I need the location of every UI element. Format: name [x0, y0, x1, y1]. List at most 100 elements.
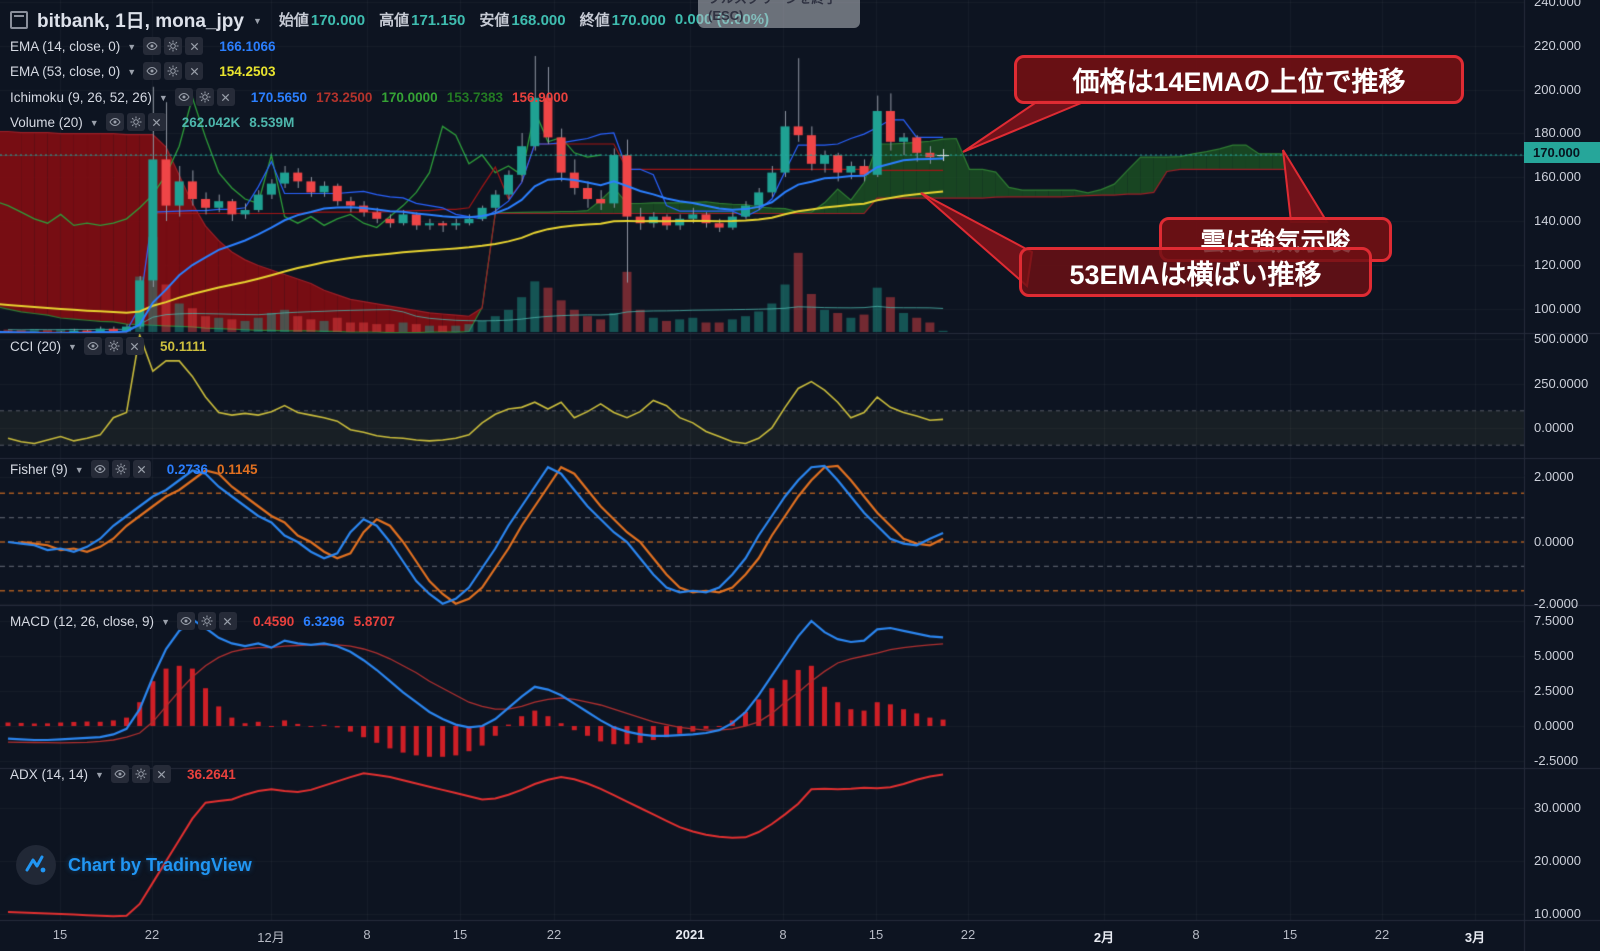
ohlc-item: 終値 170.000: [579, 12, 666, 29]
indicator-value: 0.1145: [216, 461, 258, 477]
legend-ema14-label[interactable]: EMA (14, close, 0): [10, 38, 121, 54]
settings-button[interactable]: [111, 460, 130, 478]
tradingview-logo-icon[interactable]: [16, 845, 56, 885]
adx-tick: 10.0000: [1534, 906, 1581, 921]
legend-buttons: [83, 337, 144, 355]
eye-button[interactable]: [83, 337, 102, 355]
chevron-down-icon[interactable]: ▼: [127, 42, 137, 52]
time-tick: 15: [52, 927, 68, 942]
legend-macd-label[interactable]: MACD (12, 26, close, 9): [10, 613, 155, 629]
chevron-down-icon[interactable]: ▼: [68, 342, 77, 352]
indicator-value: 8.539M: [249, 114, 295, 130]
chevron-down-icon[interactable]: ▼: [127, 67, 137, 77]
legend-macd: MACD (12, 26, close, 9) ▼ 0.4590 6.3296 5.…: [10, 612, 395, 630]
adx-tick: 30.0000: [1534, 800, 1581, 815]
close-button[interactable]: [125, 337, 144, 355]
time-axis[interactable]: 15 22 12月 8 15 22 2021 8 15 22 2月 8 15 22 3月: [0, 921, 1524, 951]
legend-ema14: EMA (14, close, 0) ▼ 166.1066: [10, 37, 276, 55]
cci-tick: 250.0000: [1534, 376, 1589, 391]
ohlc-item: 高値 171.150: [379, 12, 466, 29]
time-tick: 2月: [1093, 930, 1115, 945]
collapse-panel-icon[interactable]: [10, 10, 28, 29]
legend-adx: ADX (14, 14) ▼ 36.2641: [10, 765, 236, 783]
eye-button[interactable]: [90, 460, 109, 478]
chevron-down-icon[interactable]: ▼: [158, 93, 168, 103]
symbol-title[interactable]: bitbank, 1日, mona_jpy: [37, 11, 244, 32]
legend-adx-label[interactable]: ADX (14, 14): [10, 766, 89, 782]
legend-values: 154.2503: [210, 64, 275, 79]
legend-values: 262.042K 8.539M: [173, 115, 295, 130]
time-tick: 2021: [675, 927, 705, 942]
legend-ema53-label[interactable]: EMA (53, close, 0): [10, 63, 121, 79]
settings-button[interactable]: [104, 337, 123, 355]
legend-cci-label[interactable]: CCI (20): [10, 338, 62, 354]
settings-button[interactable]: [197, 612, 216, 630]
symbol-header: bitbank, 1日, mona_jpy ▼ 始値 170.000 高値 171.1…: [10, 6, 769, 33]
legend-values: 0.2736 0.1145: [158, 462, 258, 477]
callout-ema53-text: 53EMAは横ばい推移: [1069, 259, 1322, 290]
legend-buttons: [176, 612, 237, 630]
ohlc-values: 始値 170.000 高値 171.150 安値 168.000 終値 170.000: [279, 9, 666, 30]
close-button[interactable]: [216, 88, 235, 106]
indicator-value: 36.2641: [186, 766, 236, 782]
tooltip-line2: (ESC): [708, 8, 744, 23]
indicator-value: 262.042K: [181, 114, 241, 130]
legend-ichimoku: Ichimoku (9, 26, 52, 26) ▼ 170.5650 173.2…: [10, 88, 568, 106]
close-button[interactable]: [185, 62, 204, 80]
macd-tick: -2.5000: [1534, 753, 1579, 768]
time-tick: 8: [1192, 927, 1200, 942]
close-button[interactable]: [132, 460, 151, 478]
legend-values: 170.5650 173.2500 170.0000 153.7383 156.9000: [242, 90, 569, 105]
ohlc-item: 安値 168.000: [479, 12, 566, 29]
close-button[interactable]: [147, 113, 166, 131]
indicator-value: 173.2500: [316, 89, 373, 105]
price-tick: 240.000: [1534, 0, 1581, 9]
price-tick: 180.000: [1534, 125, 1581, 140]
tradingview-attribution[interactable]: Chart by TradingView: [16, 845, 252, 885]
eye-button[interactable]: [143, 62, 162, 80]
eye-button[interactable]: [176, 612, 195, 630]
legend-buttons: [90, 460, 151, 478]
legend-volume: Volume (20) ▼ 262.042K 8.539M: [10, 113, 294, 131]
settings-button[interactable]: [164, 62, 183, 80]
callout-price-above-ema: 価格は14EMAの上位で推移: [1014, 55, 1464, 104]
callout-ema53-sideways: 53EMAは横ばい推移: [1019, 247, 1372, 297]
time-tick: 3月: [1464, 930, 1486, 945]
eye-button[interactable]: [143, 37, 162, 55]
chevron-down-icon[interactable]: ▼: [252, 15, 262, 26]
legend-values: 0.4590 6.3296 5.8707: [244, 614, 395, 629]
legend-buttons: [105, 113, 166, 131]
legend-fisher: Fisher (9) ▼ 0.2736 0.1145: [10, 460, 258, 478]
settings-button[interactable]: [195, 88, 214, 106]
eye-button[interactable]: [110, 765, 129, 783]
eye-button[interactable]: [174, 88, 193, 106]
legend-fisher-label[interactable]: Fisher (9): [10, 461, 68, 477]
time-tick: 22: [546, 927, 562, 942]
eye-button[interactable]: [105, 113, 124, 131]
last-price-tag: 170.000: [1524, 142, 1600, 163]
time-tick: 22: [144, 927, 160, 942]
tooltip-line1: フルスクリーンを終了: [708, 0, 850, 7]
legend-volume-label[interactable]: Volume (20): [10, 114, 83, 130]
close-button[interactable]: [218, 612, 237, 630]
legend-buttons: [174, 88, 235, 106]
chevron-down-icon[interactable]: ▼: [74, 465, 84, 475]
fisher-tick: -2.0000: [1534, 596, 1579, 611]
price-axis[interactable]: 170.000 240.000 220.000 200.000 180.000 160.…: [1524, 0, 1600, 951]
close-button[interactable]: [152, 765, 171, 783]
legend-ichimoku-label[interactable]: Ichimoku (9, 26, 52, 26): [10, 89, 152, 105]
settings-button[interactable]: [126, 113, 145, 131]
attribution-text[interactable]: Chart by TradingView: [68, 854, 252, 875]
price-tick: 100.000: [1534, 301, 1581, 316]
indicator-value: 154.2503: [219, 63, 276, 79]
chevron-down-icon[interactable]: ▼: [89, 118, 99, 128]
time-tick: 22: [960, 927, 976, 942]
indicator-value: 153.7383: [446, 89, 503, 105]
chevron-down-icon[interactable]: ▼: [161, 617, 170, 627]
settings-button[interactable]: [164, 37, 183, 55]
settings-button[interactable]: [131, 765, 150, 783]
close-button[interactable]: [185, 37, 204, 55]
chevron-down-icon[interactable]: ▼: [95, 770, 104, 780]
